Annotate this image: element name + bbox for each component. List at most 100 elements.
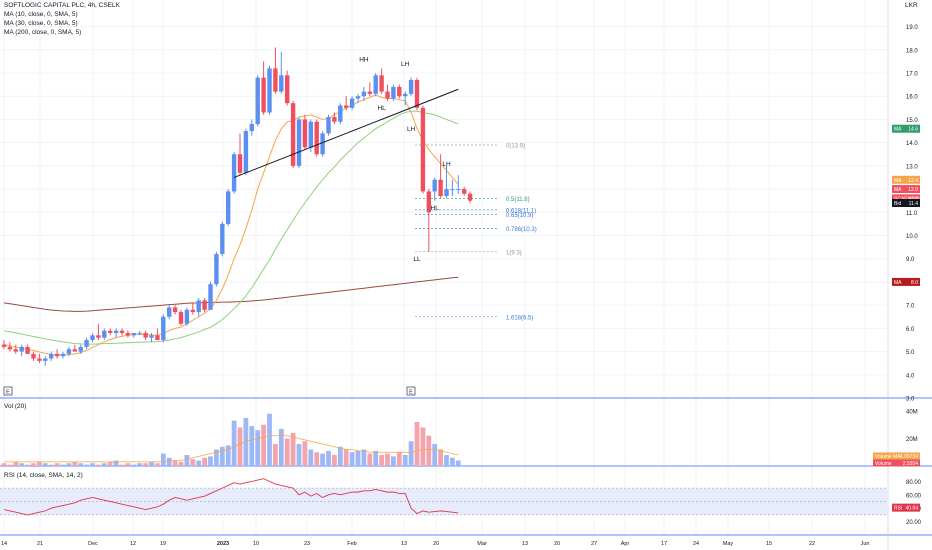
time-tick-label: 12 bbox=[130, 541, 136, 547]
ma30-legend[interactable]: MA (30, close, 0, SMA, 5) bbox=[4, 20, 78, 27]
fib-label: 0.618(11.1) bbox=[506, 208, 536, 214]
candle-body bbox=[208, 284, 213, 310]
volume-bar bbox=[149, 461, 154, 466]
time-tick-label: Dec bbox=[88, 541, 98, 547]
swing-label: HL bbox=[431, 205, 440, 212]
candle-body bbox=[367, 91, 372, 94]
volume-bar bbox=[101, 463, 107, 466]
volume-bar bbox=[214, 449, 219, 466]
candle-body bbox=[125, 333, 131, 336]
time-tick-label: 15 bbox=[766, 541, 772, 547]
candle-body bbox=[432, 179, 437, 192]
fib-label: 0(13.9) bbox=[506, 143, 525, 149]
price-tick-label: 6.0 bbox=[906, 327, 915, 333]
volume-bar bbox=[42, 463, 48, 466]
candle-body bbox=[344, 105, 349, 108]
candle-body bbox=[361, 91, 367, 97]
candle-body bbox=[202, 300, 207, 310]
volume-bar bbox=[243, 417, 249, 466]
rsi-pane-label[interactable]: RSI (14, close, SMA, 14, 2) bbox=[4, 472, 83, 479]
candle-body bbox=[7, 346, 13, 350]
candle-body bbox=[285, 75, 290, 104]
candle-body bbox=[420, 107, 426, 192]
volume-bar bbox=[19, 463, 25, 466]
volume-bar bbox=[107, 461, 113, 466]
price-tick-label: 7.0 bbox=[906, 304, 915, 310]
volume-tag-label: Volume bbox=[875, 461, 892, 467]
candle-body bbox=[54, 353, 60, 357]
volume-ma-line bbox=[4, 435, 459, 463]
volume-bar bbox=[273, 444, 278, 466]
volume-bar bbox=[326, 450, 331, 466]
ma10-line bbox=[3, 94, 459, 356]
time-tick-label: Jun bbox=[861, 541, 870, 547]
event-marker-label: E bbox=[6, 390, 10, 396]
moving-averages bbox=[3, 94, 459, 356]
ma200-legend[interactable]: MA (200, close, 0, SMA, 5) bbox=[4, 29, 82, 36]
swing-label: LH bbox=[407, 126, 416, 133]
volume-bar bbox=[355, 450, 361, 466]
candle-body bbox=[190, 309, 195, 313]
time-tick-label: 13 bbox=[401, 541, 407, 547]
candle-body bbox=[349, 98, 355, 108]
swing-label: LH bbox=[401, 61, 410, 68]
volume-bar bbox=[166, 457, 172, 466]
volume-bar bbox=[13, 461, 19, 466]
symbol-title[interactable]: SOFTLOGIC CAPITAL PLC, 4h, CSELK bbox=[4, 2, 120, 9]
time-tick-label: 14 bbox=[1, 541, 7, 547]
volume-bar bbox=[113, 460, 119, 466]
volume-bar bbox=[137, 463, 143, 466]
price-tick-label: 15.0 bbox=[906, 118, 918, 124]
candle-body bbox=[267, 68, 272, 113]
candle-body bbox=[326, 117, 331, 134]
candle-body bbox=[31, 353, 36, 359]
candle-body bbox=[137, 333, 142, 334]
volume-bar bbox=[391, 456, 396, 466]
volume-bar bbox=[54, 463, 60, 466]
price-tag-value: 8.0 bbox=[911, 280, 918, 286]
volume-pane-label[interactable]: Vol (20) bbox=[4, 403, 27, 410]
candle-body bbox=[308, 121, 313, 148]
axes: 3.0 4.0 5.0 6.0 7.0 8.0 9.0 10.0 11.0 12.0 13.0 14.… bbox=[1, 25, 922, 547]
price-tag-value: 12.4 bbox=[908, 178, 918, 184]
time-tick-label: 21 bbox=[37, 541, 43, 547]
volume-bar bbox=[143, 463, 148, 466]
time-tick-label: Mar bbox=[477, 541, 487, 547]
rsi-tag-label: RSI bbox=[894, 506, 902, 512]
volume-bar bbox=[96, 464, 101, 466]
volume-bar bbox=[237, 427, 243, 466]
candle-body bbox=[43, 358, 48, 361]
candle-body bbox=[261, 77, 266, 113]
volume-tag-value: 2.5554 bbox=[903, 461, 919, 467]
volume-bar bbox=[450, 457, 455, 466]
time-tick-label: 27 bbox=[591, 541, 597, 547]
candle-body bbox=[320, 133, 325, 155]
volume-bar bbox=[172, 460, 178, 466]
volume-pane bbox=[1, 413, 461, 466]
candle-body bbox=[19, 346, 24, 352]
ma10-legend[interactable]: MA (10, close, 0, SMA, 5) bbox=[4, 11, 78, 18]
fib-label: 1.618(6.5) bbox=[506, 315, 533, 321]
volume-tag-value: 4.00734 bbox=[900, 454, 918, 460]
price-tags: MA14.6MA12.4MA12.0SCAEN000011.6Bid11.4MA… bbox=[873, 124, 923, 512]
volume-tick-label: 40M bbox=[906, 410, 918, 416]
time-tick-label: 19 bbox=[160, 541, 166, 547]
candles bbox=[1, 47, 473, 366]
volume-bar bbox=[361, 449, 367, 466]
volume-bar bbox=[48, 464, 54, 466]
candle-body bbox=[403, 93, 408, 97]
volume-bar bbox=[66, 463, 72, 466]
candle-body bbox=[149, 335, 154, 338]
price-tag bbox=[892, 199, 920, 207]
volume-bar bbox=[320, 453, 325, 466]
swing-label: LH bbox=[442, 161, 451, 168]
time-tick-label: 20 bbox=[433, 541, 439, 547]
event-marker bbox=[3, 386, 13, 396]
volume-bar bbox=[190, 459, 196, 466]
candle-body bbox=[78, 346, 83, 352]
candle-body bbox=[90, 335, 95, 340]
time-tick-label: 10 bbox=[253, 541, 259, 547]
candle-body bbox=[456, 189, 461, 191]
candle-body bbox=[296, 119, 302, 166]
